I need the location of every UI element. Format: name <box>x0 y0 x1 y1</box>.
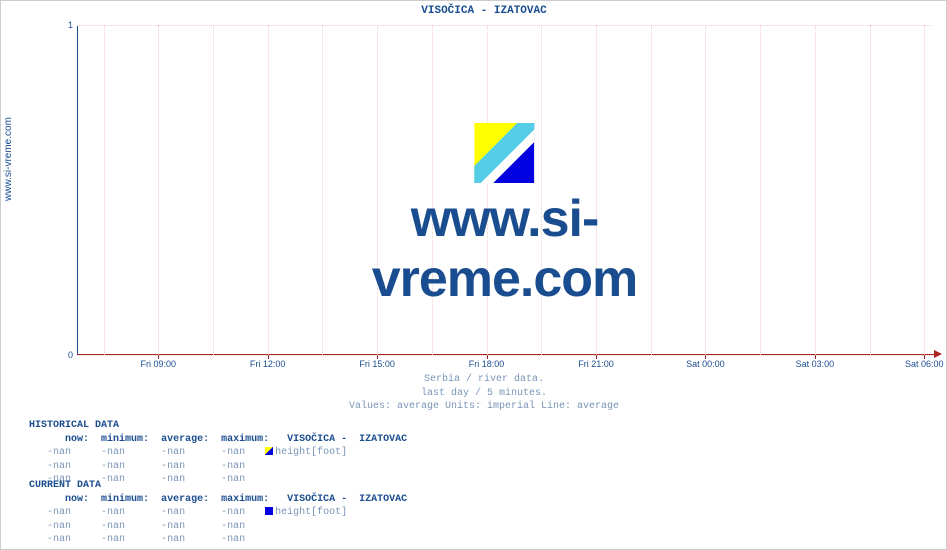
curr-r2-now: -nan <box>47 534 71 545</box>
hist-r0-max: -nan <box>221 447 245 458</box>
watermark-text: www.si-vreme.com <box>291 189 719 309</box>
curr-hdr-avg: average: <box>161 494 209 505</box>
xtick-7: Sat 06:00 <box>905 359 944 369</box>
caption-line3: Values: average Units: imperial Line: av… <box>349 401 619 412</box>
xtick-4: Fri 21:00 <box>578 359 614 369</box>
xtick-3: Fri 18:00 <box>469 359 505 369</box>
curr-r0-avg: -nan <box>161 507 185 518</box>
hist-r0-avg: -nan <box>161 447 185 458</box>
curr-hdr-min: minimum: <box>101 494 149 505</box>
hist-hdr-min: minimum: <box>101 434 149 445</box>
historical-title: HISTORICAL DATA <box>29 419 407 433</box>
hist-hdr-now: now: <box>65 434 89 445</box>
current-title: CURRENT DATA <box>29 479 407 493</box>
curr-r2-min: -nan <box>101 534 125 545</box>
hist-series-marker-icon <box>265 447 273 455</box>
xtick-5: Sat 00:00 <box>686 359 725 369</box>
curr-r0-min: -nan <box>101 507 125 518</box>
curr-series-marker-icon <box>265 507 273 515</box>
xtick-0: Fri 09:00 <box>140 359 176 369</box>
ytick-1: 1 <box>59 20 73 30</box>
curr-hdr-now: now: <box>65 494 89 505</box>
chart-title: VISOČICA - IZATOVAC <box>29 5 939 17</box>
curr-r2-max: -nan <box>221 534 245 545</box>
hist-r0-now: -nan <box>47 447 71 458</box>
source-label: www.si-vreme.com <box>3 117 14 201</box>
curr-series-label: height[foot] <box>275 507 347 518</box>
curr-r1-now: -nan <box>47 521 71 532</box>
chart-caption: Serbia / river data. last day / 5 minute… <box>29 373 939 414</box>
hist-hdr-avg: average: <box>161 434 209 445</box>
curr-r1-min: -nan <box>101 521 125 532</box>
hist-r1-max: -nan <box>221 461 245 472</box>
historical-data-block: HISTORICAL DATA now: minimum: average: m… <box>29 419 407 487</box>
curr-r0-max: -nan <box>221 507 245 518</box>
caption-line1: Serbia / river data. <box>424 374 544 385</box>
current-data-block: CURRENT DATA now: minimum: average: maxi… <box>29 479 407 547</box>
watermark: www.si-vreme.com <box>291 123 719 309</box>
chart: VISOČICA - IZATOVAC 1 0 Fri 09:00 Fri 12… <box>29 5 939 395</box>
hist-hdr-max: maximum: <box>221 434 269 445</box>
ytick-0: 0 <box>59 350 73 360</box>
curr-r1-max: -nan <box>221 521 245 532</box>
xtick-1: Fri 12:00 <box>250 359 286 369</box>
hist-r0-min: -nan <box>101 447 125 458</box>
hist-r1-avg: -nan <box>161 461 185 472</box>
curr-hdr-series: VISOČICA - IZATOVAC <box>287 494 407 505</box>
hist-series-label: height[foot] <box>275 447 347 458</box>
xtick-6: Sat 03:00 <box>796 359 835 369</box>
x-axis-arrow-icon <box>934 350 942 358</box>
hist-hdr-series: VISOČICA - IZATOVAC <box>287 434 407 445</box>
hist-r1-now: -nan <box>47 461 71 472</box>
xtick-2: Fri 15:00 <box>359 359 395 369</box>
plot-area: 1 0 Fri 09:00 Fri 12:00 Fri 15:00 Fri 18… <box>77 25 932 355</box>
hist-r1-min: -nan <box>101 461 125 472</box>
curr-r1-avg: -nan <box>161 521 185 532</box>
y-axis <box>77 25 78 355</box>
curr-r0-now: -nan <box>47 507 71 518</box>
logo-icon <box>475 123 535 183</box>
caption-line2: last day / 5 minutes. <box>421 388 547 399</box>
curr-hdr-max: maximum: <box>221 494 269 505</box>
curr-r2-avg: -nan <box>161 534 185 545</box>
